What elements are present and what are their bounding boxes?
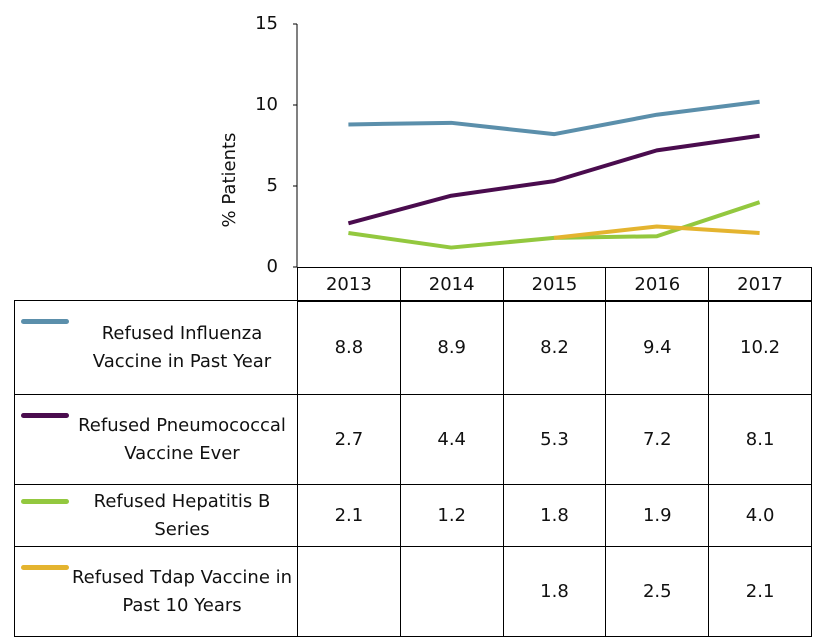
table-value-cell: 4.4 (399, 394, 504, 485)
series-line (553, 224, 760, 240)
legend-label: Refused Tdap Vaccine in Past 10 Years (71, 566, 293, 616)
legend-cell: Refused Hepatitis B Series (14, 484, 298, 547)
series-line (347, 133, 760, 226)
table-header-cell: 2016 (605, 267, 710, 302)
table-value-cell: 1.8 (502, 484, 607, 547)
table-value-cell: 10.2 (708, 300, 812, 395)
table-value-cell (297, 546, 401, 637)
series-line (348, 200, 761, 250)
table-value-cell: 1.8 (502, 546, 607, 637)
legend-cell: Refused Influenza Vaccine in Past Year (14, 300, 298, 395)
table-value-cell: 2.1 (708, 546, 812, 637)
legend-swatch (21, 499, 69, 504)
table-value-cell: 8.9 (399, 300, 504, 395)
table-value-cell: 8.8 (297, 300, 401, 395)
table-header-cell: 2017 (708, 267, 812, 302)
legend-swatch (21, 319, 69, 324)
table-value-cell: 8.2 (502, 300, 607, 395)
table-value-cell: 1.2 (399, 484, 504, 547)
legend-label: Refused Influenza Vaccine in Past Year (92, 322, 272, 372)
table-value-cell: 2.1 (297, 484, 401, 547)
y-axis-label: % Patients (219, 133, 240, 228)
table-value-cell: 9.4 (605, 300, 710, 395)
table-value-cell: 2.7 (297, 394, 401, 485)
table-header-cell: 2015 (502, 267, 607, 302)
legend-label: Refused Hepatitis B Series (93, 490, 271, 540)
series-line (348, 99, 760, 137)
table-value-cell: 1.9 (605, 484, 710, 547)
y-tick-label: 0 (267, 256, 278, 277)
table-value-cell: 7.2 (605, 394, 710, 485)
table-value-cell: 8.1 (708, 394, 812, 485)
y-tick-label: 10 (255, 94, 278, 115)
legend-swatch (21, 413, 69, 418)
table-value-cell: 4.0 (708, 484, 812, 547)
table-value-cell (399, 546, 504, 637)
legend-label: Refused Pneumococcal Vaccine Ever (78, 414, 286, 464)
legend-cell: Refused Tdap Vaccine in Past 10 Years (14, 546, 298, 637)
y-tick-label: 5 (267, 175, 278, 196)
legend-swatch (21, 565, 69, 570)
y-tick-label: 15 (255, 13, 278, 34)
table-header-cell: 2014 (399, 267, 504, 302)
table-value-cell: 5.3 (502, 394, 607, 485)
table-value-cell: 2.5 (605, 546, 710, 637)
legend-cell: Refused Pneumococcal Vaccine Ever (14, 394, 298, 485)
table-header-cell: 2013 (297, 267, 401, 302)
